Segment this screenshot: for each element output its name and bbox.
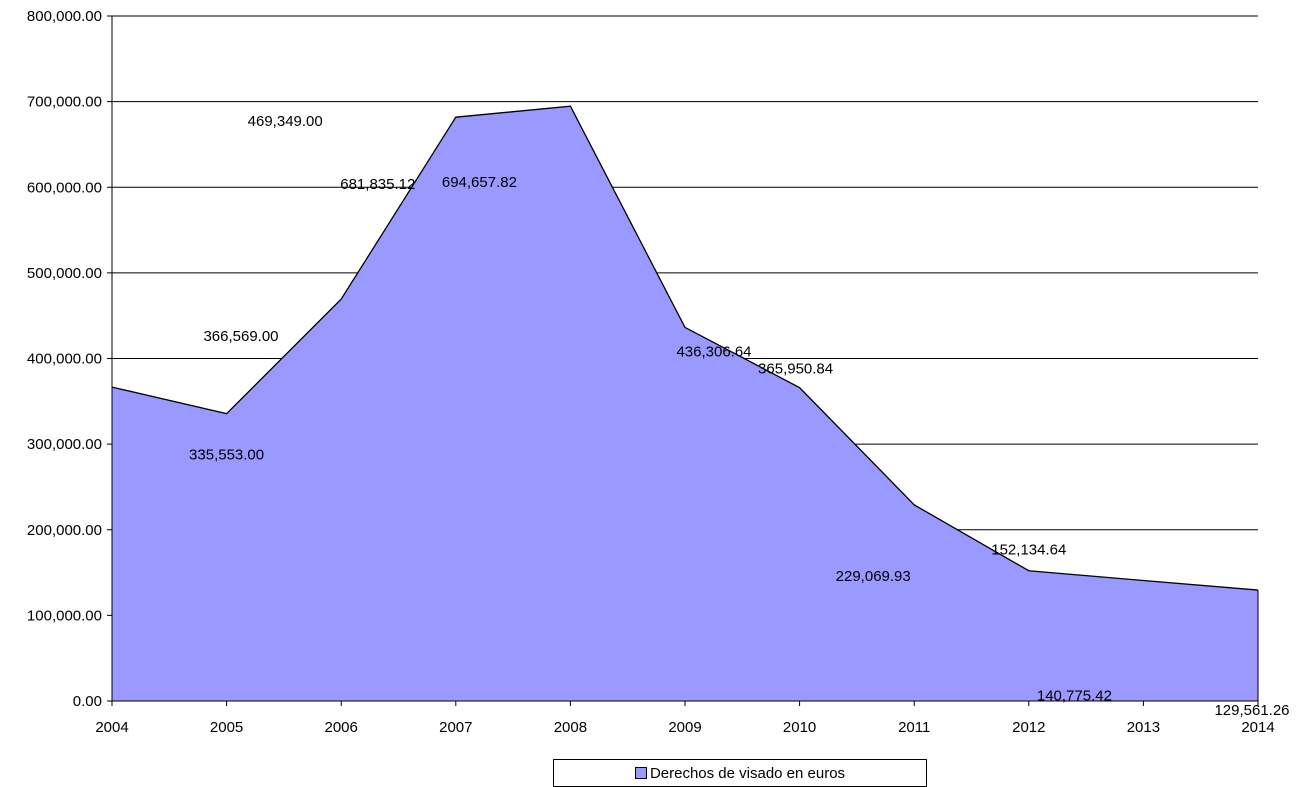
x-tick-label: 2008: [554, 719, 587, 736]
x-tick-label: 2011: [898, 719, 930, 736]
x-tick-label: 2012: [1012, 719, 1045, 736]
legend-swatch: [634, 767, 647, 779]
data-label: 335,553.00: [189, 447, 264, 464]
x-tick-label: 2004: [95, 719, 128, 736]
x-tick-label: 2006: [325, 719, 358, 736]
data-label: 129,561.26: [1214, 702, 1289, 719]
data-label: 694,657.82: [442, 174, 517, 191]
legend-label: Derechos de visado en euros: [649, 764, 846, 782]
y-tick-label: 800,000.00: [27, 8, 102, 25]
data-label: 140,775.42: [1037, 687, 1112, 704]
area-outline: [111, 105, 1259, 591]
y-tick-label: 700,000.00: [27, 94, 102, 111]
x-tick-label: 2007: [439, 719, 472, 736]
x-tick-label: 2009: [668, 719, 701, 736]
x-axis-ticks: 2004 2005 2006 2007 2008 2009 2010 2011 2012 2013…: [95, 701, 1275, 736]
x-tick-label: 2014: [1241, 719, 1274, 736]
y-tick-label: 400,000.00: [27, 351, 102, 368]
y-tick-label: 600,000.00: [27, 179, 102, 196]
data-label: 366,569.00: [203, 328, 278, 345]
data-labels: 366,569.00 335,553.00 469,349.00 681,835.12…: [189, 113, 1289, 719]
x-tick-label: 2013: [1127, 719, 1160, 736]
data-label: 681,835.12: [340, 176, 415, 193]
area-fill: [112, 106, 1258, 702]
y-tick-label: 0.00: [73, 693, 102, 710]
legend: Derechos de visado en euros: [553, 759, 927, 787]
area-series: [111, 105, 1259, 702]
x-tick-label: 2005: [210, 719, 243, 736]
y-tick-label: 300,000.00: [27, 436, 102, 453]
x-tick-label: 2010: [783, 719, 816, 736]
y-tick-label: 500,000.00: [27, 265, 102, 282]
y-axis-ticks: 0.00 100,000.00 200,000.00 300,000.00 400,00…: [27, 8, 112, 710]
data-label: 152,134.64: [991, 542, 1066, 559]
y-tick-label: 200,000.00: [27, 522, 102, 539]
data-label: 436,306.64: [676, 343, 751, 360]
data-label: 365,950.84: [758, 361, 833, 378]
data-label: 469,349.00: [248, 113, 323, 130]
data-label: 229,069.93: [836, 568, 911, 585]
y-tick-label: 100,000.00: [27, 607, 102, 624]
